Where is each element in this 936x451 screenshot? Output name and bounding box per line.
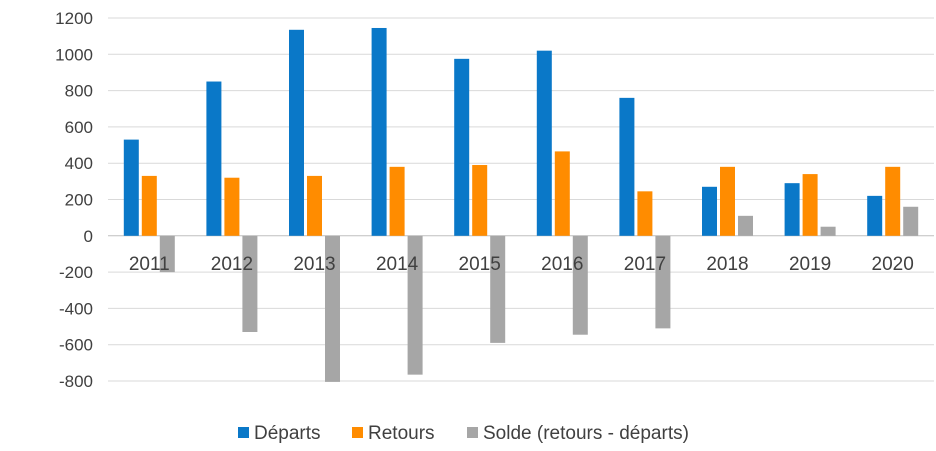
y-tick-label: 400	[65, 154, 93, 173]
bar-solde	[325, 235, 340, 382]
y-tick-label: 800	[65, 82, 93, 101]
x-category-label: 2020	[872, 254, 914, 275]
bar-retours	[885, 166, 901, 236]
bar-departs	[206, 81, 222, 236]
bar-departs	[371, 27, 387, 236]
legend-label: Solde (retours - départs)	[483, 423, 689, 444]
y-axis-tick-labels: 1200 1000 800 600 400 200 0 -200 -400 -600 -800	[55, 9, 93, 391]
bar-retours	[141, 175, 157, 236]
bar-retours	[472, 165, 488, 236]
y-tick-label: 1200	[55, 9, 93, 28]
x-category-label: 2013	[293, 254, 335, 275]
bar-retours	[389, 166, 405, 236]
y-tick-label: 1000	[55, 45, 93, 64]
x-category-label: 2011	[129, 254, 170, 275]
y-tick-label: 600	[65, 118, 93, 137]
bar-departs	[784, 183, 800, 236]
x-category-label: 2017	[624, 254, 666, 275]
x-category-label: 2019	[789, 254, 831, 275]
bar-solde	[572, 235, 588, 335]
bar-solde	[159, 235, 175, 273]
x-axis-category-labels: 2011 2012 2013 2014 2015 2016 2017 2018 2019 2020	[129, 254, 914, 275]
bar-departs	[867, 195, 883, 236]
bar-departs	[289, 29, 304, 236]
bar-solde	[407, 235, 423, 375]
bar-solde	[738, 215, 753, 236]
legend-label: Retours	[368, 423, 435, 444]
legend-swatch	[238, 427, 249, 438]
y-tick-label: -200	[59, 263, 93, 282]
bar-retours	[554, 151, 570, 236]
legend-swatch	[352, 427, 363, 438]
bar-departs	[619, 97, 635, 236]
bar-solde	[242, 235, 258, 332]
bar-departs	[702, 186, 717, 236]
bar-retours	[720, 166, 735, 236]
bar-departs	[123, 139, 139, 236]
bar-solde	[490, 235, 506, 343]
x-category-label: 2012	[211, 254, 253, 275]
bar-solde	[655, 235, 671, 329]
bar-departs	[454, 58, 470, 236]
y-tick-label: -800	[59, 372, 93, 391]
legend: Départs Retours Solde (retours - départs)	[238, 423, 689, 444]
y-tick-label: 0	[84, 227, 93, 246]
x-category-label: 2018	[706, 254, 748, 275]
x-category-label: 2015	[459, 254, 501, 275]
legend-label: Départs	[254, 423, 321, 444]
x-category-label: 2016	[541, 254, 583, 275]
x-category-label: 2014	[376, 254, 419, 275]
bar-retours	[307, 175, 322, 236]
y-tick-label: -600	[59, 336, 93, 355]
bar-retours	[637, 191, 653, 236]
y-tick-label: -400	[59, 299, 93, 318]
bar-solde	[820, 226, 836, 236]
bars	[123, 27, 919, 382]
y-tick-label: 200	[65, 191, 93, 210]
legend-swatch	[467, 427, 478, 438]
bar-retours	[224, 177, 240, 236]
bar-departs	[536, 50, 552, 236]
bar-solde	[903, 206, 919, 236]
bar-retours	[802, 174, 818, 236]
